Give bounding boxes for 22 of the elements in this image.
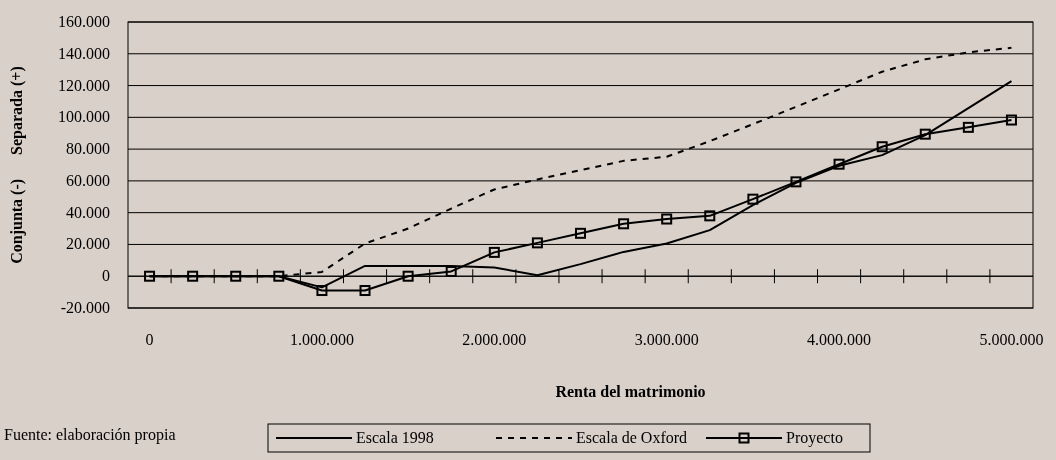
legend-label: Escala 1998: [356, 429, 434, 446]
source-note: Fuente: elaboración propia: [4, 426, 176, 444]
x-tick-label: 4.000.000: [807, 331, 872, 348]
legend-label: Proyecto: [786, 429, 843, 447]
x-tick-label: 1.000.000: [289, 331, 354, 348]
x-tick-label: 5.000.000: [979, 331, 1044, 348]
y-tick-label: 40.000: [66, 203, 110, 221]
x-axis-title: Renta del matrimonio: [555, 383, 706, 400]
x-tick-label: 3.000.000: [634, 331, 699, 348]
y-tick-label: 120.000: [58, 76, 110, 94]
y-tick-label: 140.000: [58, 44, 110, 62]
y-tick-label: 0: [102, 267, 110, 285]
y-tick-label: 80.000: [66, 140, 110, 158]
legend-label: Escala de Oxford: [576, 429, 688, 446]
x-tick-label: 0: [145, 331, 154, 348]
y-tick-label: 20.000: [66, 235, 110, 253]
y-axis-title: Conjunta (-) Separada (+): [8, 66, 26, 264]
x-tick-label: 2.000.000: [462, 331, 527, 348]
y-tick-label: 60.000: [66, 171, 110, 189]
y-tick-label: 100.000: [58, 108, 110, 126]
y-tick-label: 160.000: [58, 13, 110, 30]
y-tick-label: -20.000: [60, 299, 110, 316]
